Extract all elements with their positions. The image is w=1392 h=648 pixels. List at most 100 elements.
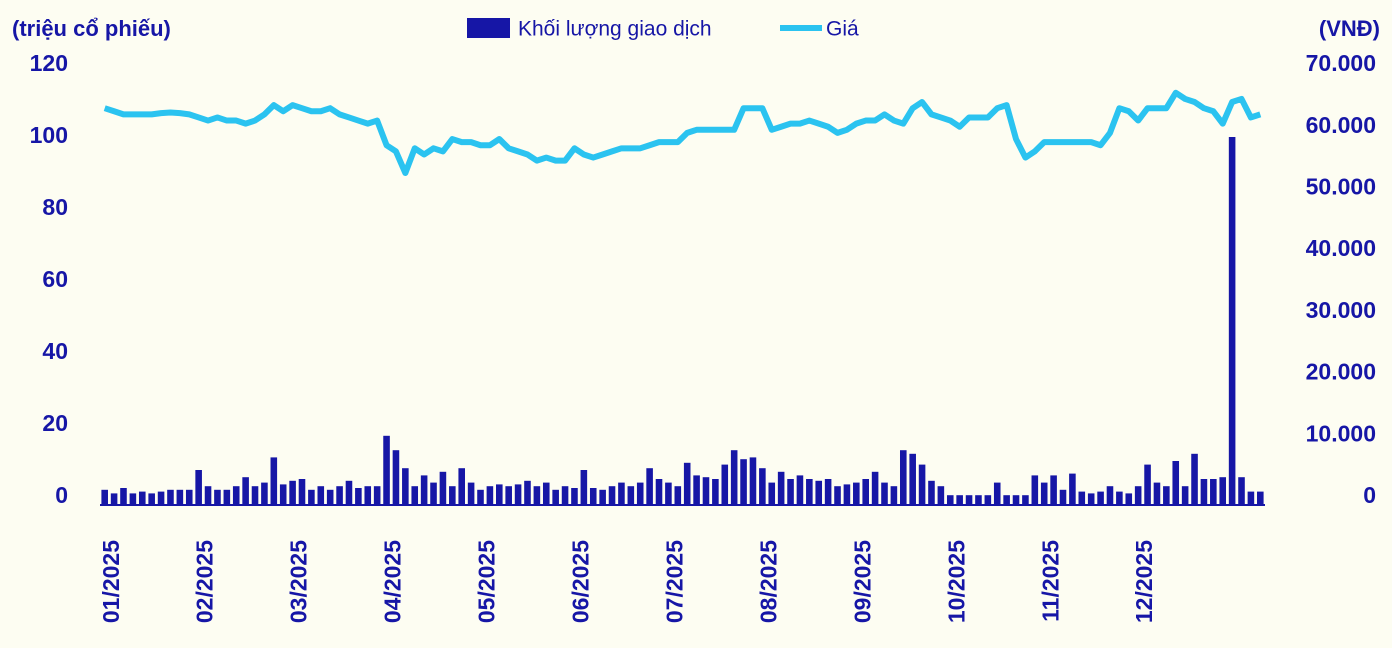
bar: [533, 486, 541, 505]
bar: [881, 482, 888, 505]
bar: [326, 489, 334, 505]
y2-tick-label: 40.000: [1306, 235, 1376, 261]
price-line: [103, 89, 1262, 176]
bar: [899, 450, 907, 505]
bar: [843, 484, 851, 505]
bar: [1247, 491, 1255, 505]
bar: [853, 482, 860, 505]
y-tick-label: 80: [42, 194, 68, 220]
y-tick-label: 20: [42, 410, 68, 436]
bar: [195, 470, 202, 505]
bar: [1172, 461, 1180, 505]
x-tick-label: 08/2025: [755, 540, 781, 623]
bar: [251, 486, 259, 505]
bar: [279, 484, 287, 505]
bar: [486, 486, 494, 505]
bar: [364, 486, 372, 505]
bar: [956, 495, 963, 505]
bar: [1181, 486, 1189, 505]
bar: [1003, 495, 1010, 505]
bar: [232, 486, 240, 505]
bar: [871, 471, 879, 505]
bar: [862, 479, 869, 505]
y-axis-title: (triệu cổ phiếu): [12, 16, 171, 41]
bar: [1069, 473, 1076, 505]
bar: [806, 479, 813, 505]
bar: [946, 495, 954, 505]
bar: [467, 482, 475, 505]
x-tick-label: 04/2025: [380, 540, 406, 623]
bar: [298, 479, 306, 505]
bar: [721, 464, 729, 505]
bar: [1210, 479, 1217, 505]
bar: [683, 462, 691, 505]
bar: [655, 479, 663, 505]
bar: [1040, 482, 1048, 505]
x-tick-label: 12/2025: [1131, 540, 1157, 623]
bar: [1012, 495, 1020, 505]
bar: [599, 489, 606, 505]
bar: [477, 489, 484, 505]
bar: [1097, 491, 1104, 505]
x-tick-label: 03/2025: [286, 540, 312, 623]
bar: [580, 470, 588, 505]
bar: [965, 495, 973, 505]
bar: [909, 453, 916, 505]
bar: [890, 486, 898, 505]
bar: [1125, 493, 1133, 505]
y2-tick-label: 60.000: [1306, 112, 1376, 138]
bar: [693, 475, 700, 505]
bar: [777, 471, 785, 505]
bar: [608, 486, 616, 505]
x-tick-label: 10/2025: [943, 540, 969, 623]
y-tick-label: 60: [42, 266, 68, 292]
bar: [420, 475, 428, 505]
bar: [355, 488, 362, 505]
bar: [1191, 453, 1198, 505]
bar: [730, 450, 738, 505]
bar: [928, 480, 935, 505]
y2-tick-label: 0: [1363, 482, 1376, 508]
bar: [834, 486, 841, 505]
legend-swatch: [467, 18, 510, 38]
bar: [289, 480, 296, 505]
bar: [993, 482, 1001, 505]
x-tick-label: 11/2025: [1037, 540, 1063, 622]
bar: [740, 459, 747, 505]
bar: [223, 489, 231, 505]
bar: [1163, 486, 1170, 505]
bar: [411, 486, 419, 505]
y-tick-label: 40: [42, 338, 68, 364]
y-tick-label: 100: [30, 122, 68, 148]
bar: [824, 479, 832, 505]
x-tick-label: 02/2025: [192, 540, 218, 623]
bar: [975, 495, 982, 505]
bar: [1134, 486, 1142, 505]
bar: [918, 464, 926, 505]
x-tick-label: 05/2025: [474, 540, 500, 623]
legend-label: Khối lượng giao dịch: [518, 18, 712, 41]
bar: [674, 486, 682, 505]
bar: [1153, 482, 1161, 505]
bar: [392, 450, 400, 505]
bar: [176, 489, 184, 505]
y2-tick-label: 20.000: [1306, 359, 1376, 385]
bar: [1078, 491, 1086, 505]
bar: [627, 486, 635, 505]
bar: [561, 486, 569, 505]
bar: [571, 488, 578, 505]
bar: [589, 488, 597, 505]
bar: [496, 484, 503, 505]
bar: [1116, 491, 1123, 505]
bar: [1022, 495, 1029, 505]
bar: [796, 475, 804, 505]
bar: [524, 480, 531, 505]
bar: [505, 486, 512, 505]
bar: [430, 482, 437, 505]
bar: [383, 435, 390, 505]
bar: [1200, 479, 1208, 505]
bar: [514, 484, 522, 505]
bar: [148, 493, 155, 505]
bar: [308, 489, 315, 505]
